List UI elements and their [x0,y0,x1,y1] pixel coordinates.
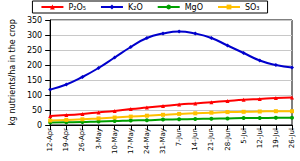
svg-text:26-Jul: 26-Jul [288,128,296,148]
svg-text:24-May: 24-May [143,128,151,154]
svg-text:12-Jul: 12-Jul [256,128,264,148]
svg-text:14-Jun: 14-Jun [191,128,199,151]
svg-text:50: 50 [32,106,42,115]
svg-text:MgO: MgO [185,3,203,12]
svg-text:26-Apr: 26-Apr [78,128,86,152]
svg-text:19-Jul: 19-Jul [272,128,280,148]
svg-text:SO₃: SO₃ [245,3,260,12]
svg-text:12-Apr: 12-Apr [46,128,54,152]
svg-text:P₂O₅: P₂O₅ [68,3,86,12]
svg-text:7-Jun: 7-Jun [175,128,183,146]
svg-text:100: 100 [27,91,42,100]
svg-text:K₂O: K₂O [128,3,143,12]
svg-text:5-Jul: 5-Jul [240,128,248,144]
svg-text:10-May: 10-May [111,128,119,154]
svg-text:250: 250 [27,46,42,55]
svg-text:21-Jun: 21-Jun [207,128,215,151]
svg-text:350: 350 [27,16,42,25]
svg-text:200: 200 [27,61,42,70]
svg-text:19-Apr: 19-Apr [62,128,70,152]
svg-text:150: 150 [27,76,42,85]
svg-text:31-May: 31-May [159,128,167,154]
svg-text:300: 300 [27,31,42,40]
svg-text:3-May: 3-May [95,128,103,149]
svg-text:0: 0 [37,121,42,130]
svg-text:kg nutrients/ha in the crop: kg nutrients/ha in the crop [8,19,17,126]
svg-text:17-May: 17-May [127,128,135,154]
svg-text:28-Jun: 28-Jun [224,128,232,151]
